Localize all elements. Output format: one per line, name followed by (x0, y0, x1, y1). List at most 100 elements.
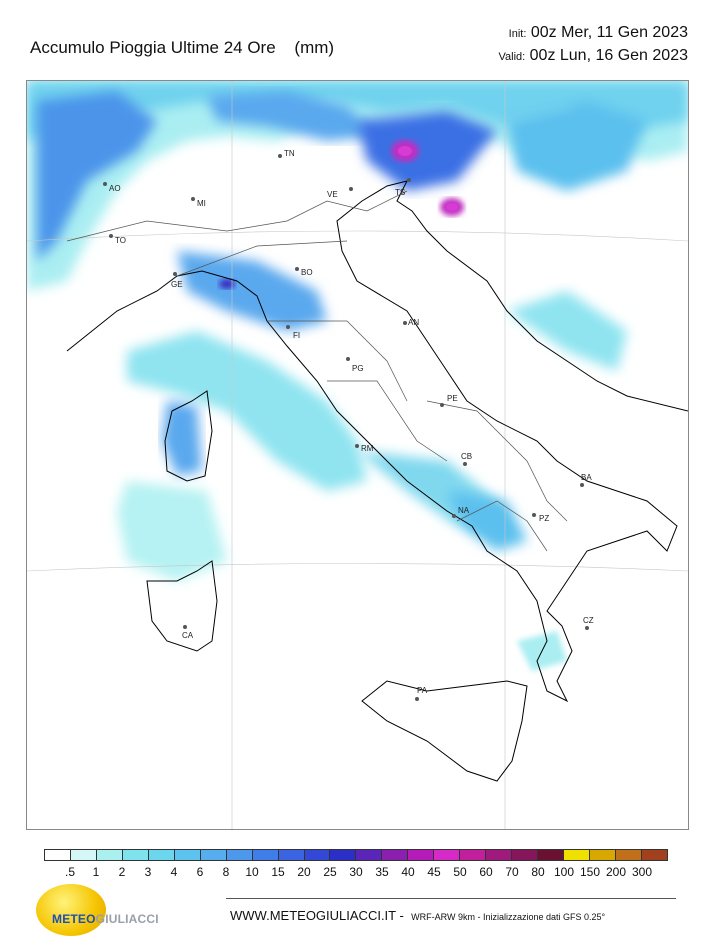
run-info: Init: 00z Mer, 11 Gen 2023 Valid: 00z Lu… (498, 22, 688, 68)
legend-tick-label: 10 (245, 865, 259, 879)
svg-text:FI: FI (293, 331, 300, 340)
legend-swatch (486, 850, 513, 860)
svg-text:TO: TO (115, 236, 126, 245)
valid-value: 00z Lun, 16 Gen 2023 (529, 47, 688, 64)
city-ge: GE (171, 272, 183, 289)
website-link[interactable]: WWW.METEOGIULIACCI.IT - (230, 908, 404, 923)
legend-tick-label: 20 (297, 865, 311, 879)
legend-swatch (330, 850, 357, 860)
legend-swatch (200, 850, 227, 860)
legend-tick-label: 25 (323, 865, 337, 879)
legend-swatch (122, 850, 149, 860)
legend-tick-label: 80 (531, 865, 545, 879)
city-to: TO (109, 234, 126, 245)
city-ba: BA (580, 473, 592, 487)
legend-tick-label: 1 (92, 865, 100, 879)
legend-swatch (96, 850, 123, 860)
valid-label: Valid: (498, 51, 526, 63)
legend-tick-label: 45 (427, 865, 441, 879)
footer-credits: WWW.METEOGIULIACCI.IT - WRF-ARW 9km - In… (230, 908, 605, 923)
city-pz: PZ (532, 513, 549, 523)
legend-swatch (278, 850, 305, 860)
svg-text:AN: AN (408, 318, 419, 327)
init-label: Init: (508, 28, 527, 40)
legend-swatch (356, 850, 383, 860)
legend-swatch (252, 850, 279, 860)
city-cz: CZ (583, 616, 594, 630)
city-pg: PG (346, 357, 364, 373)
legend-swatch (382, 850, 409, 860)
legend-tick-label: 60 (479, 865, 493, 879)
graticule (27, 81, 688, 829)
footer-divider (226, 898, 676, 899)
legend-swatch (512, 850, 539, 860)
logo-wordmark: METEOGIULIACCI (52, 912, 159, 926)
legend-swatch (408, 850, 435, 860)
svg-text:PE: PE (447, 394, 458, 403)
svg-text:PZ: PZ (539, 514, 549, 523)
legend-tick-label: 4 (170, 865, 178, 879)
legend-tick-label: 200 (605, 865, 627, 879)
legend-tick-label: 35 (375, 865, 389, 879)
init-value: 00z Mer, 11 Gen 2023 (530, 24, 688, 41)
color-legend: .5 1 2 3 4 6 8 10 15 20 25 30 35 40 45 50 60 70 80 100 150 20… (44, 849, 668, 879)
legend-tick-label: 2 (118, 865, 126, 879)
legend-tick-label: 8 (222, 865, 230, 879)
legend-tick-label: 15 (271, 865, 285, 879)
precip-field (27, 81, 688, 671)
svg-text:VE: VE (327, 190, 338, 199)
legend-swatch (226, 850, 253, 860)
legend-swatch (460, 850, 487, 860)
legend-swatch (148, 850, 175, 860)
svg-text:AO: AO (109, 184, 121, 193)
coastline (66, 180, 688, 782)
svg-text:CZ: CZ (583, 616, 594, 625)
legend-tick-label: 150 (579, 865, 601, 879)
regional-borders (66, 190, 568, 552)
legend-swatch (45, 850, 71, 860)
city-mi: MI (191, 197, 206, 208)
svg-text:MI: MI (197, 199, 206, 208)
legend-swatch (641, 850, 667, 860)
svg-text:CB: CB (461, 452, 472, 461)
svg-text:RM: RM (361, 444, 374, 453)
city-bo: BO (295, 267, 313, 277)
legend-swatch (434, 850, 461, 860)
legend-tick-labels: .5 1 2 3 4 6 8 10 15 20 25 30 35 40 45 50 60 70 80 100 150 20… (44, 861, 668, 879)
precipitation-map: AO MI TO GE TN VE TS BO FI AN PG PE RM C… (26, 80, 689, 830)
legend-swatch (304, 850, 331, 860)
svg-text:NA: NA (458, 506, 470, 515)
legend-swatch (564, 850, 591, 860)
legend-swatch (615, 850, 642, 860)
city-markers: AO MI TO GE TN VE TS BO FI AN PG PE RM C… (103, 149, 594, 701)
city-fi: FI (286, 325, 300, 340)
city-cb: CB (461, 452, 472, 466)
map-canvas: AO MI TO GE TN VE TS BO FI AN PG PE RM C… (27, 81, 688, 829)
title-unit: (mm) (294, 38, 335, 57)
legend-tick-label: 30 (349, 865, 363, 879)
model-info: WRF-ARW 9km - Inizializzazione dati GFS … (411, 912, 606, 922)
meteogiuliacci-logo (36, 884, 106, 936)
city-na: NA (452, 506, 470, 518)
legend-tick-label: 6 (196, 865, 204, 879)
svg-text:BO: BO (301, 268, 313, 277)
city-an: AN (403, 318, 419, 327)
city-pe: PE (440, 394, 458, 407)
svg-text:TS: TS (395, 188, 405, 197)
svg-text:PA: PA (417, 686, 428, 695)
svg-text:CA: CA (182, 631, 194, 640)
legend-swatch (70, 850, 97, 860)
legend-tick-label: 50 (453, 865, 467, 879)
legend-swatch (590, 850, 616, 860)
svg-text:TN: TN (284, 149, 295, 158)
chart-title: Accumulo Pioggia Ultime 24 Ore (mm) (30, 38, 334, 58)
svg-text:PG: PG (352, 364, 364, 373)
city-ve: VE (327, 187, 353, 199)
city-ts: TS (395, 178, 411, 197)
city-ca: CA (182, 625, 194, 640)
legend-tick-label: 300 (631, 865, 653, 879)
legend-tick-label: .5 (64, 865, 76, 879)
city-pa: PA (415, 686, 428, 701)
city-ao: AO (103, 182, 121, 193)
legend-swatch (538, 850, 565, 860)
